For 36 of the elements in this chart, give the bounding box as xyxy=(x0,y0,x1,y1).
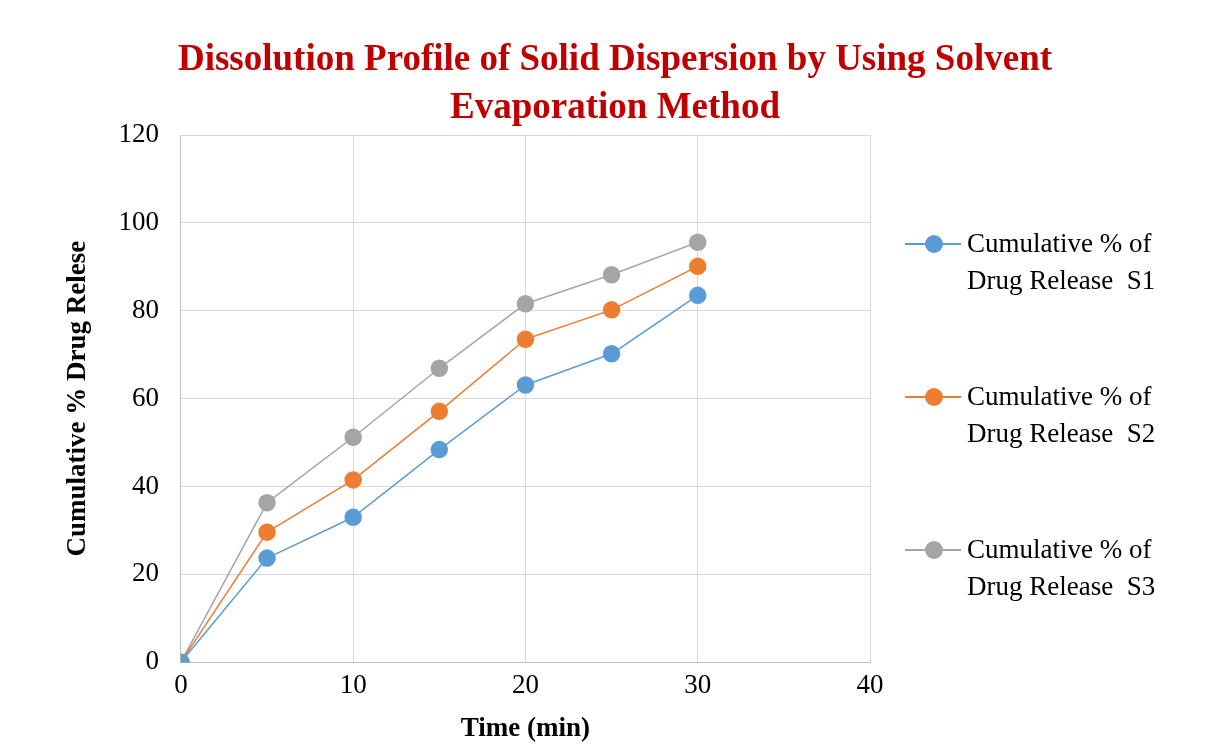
legend-label: Cumulative % of Drug Release S1 xyxy=(967,227,1157,297)
y-tick-label: 80 xyxy=(131,293,159,324)
x-tick-label: 0 xyxy=(174,669,188,700)
point xyxy=(688,286,707,305)
point xyxy=(516,294,535,313)
x-tick-label: 20 xyxy=(511,669,539,700)
point xyxy=(344,508,362,526)
x-tick-label: 10 xyxy=(339,669,367,700)
point xyxy=(688,257,707,276)
point xyxy=(516,330,535,349)
point xyxy=(430,402,449,421)
point xyxy=(602,345,621,363)
point xyxy=(516,376,535,394)
y-tick-label: 0 xyxy=(145,645,159,676)
y-tick-label: 120 xyxy=(118,118,159,149)
point xyxy=(430,359,449,378)
point xyxy=(602,265,621,284)
x-axis-title: Time (min) xyxy=(460,711,591,742)
point xyxy=(344,471,362,489)
point xyxy=(430,440,449,459)
y-tick-label: 60 xyxy=(131,381,159,412)
y-tick-label: 40 xyxy=(131,469,159,500)
y-tick-label: 100 xyxy=(118,205,159,236)
legend-label: Cumulative % of Drug Release S2 xyxy=(967,380,1157,450)
y-axis-title: Cumulative % Drug Relese xyxy=(61,240,92,557)
point xyxy=(258,549,276,567)
point xyxy=(688,233,707,251)
point xyxy=(602,301,621,319)
y-tick-label: 20 xyxy=(131,557,159,588)
point xyxy=(258,523,276,541)
point xyxy=(344,428,362,447)
legend-label: Cumulative % of Drug Release S3 xyxy=(967,533,1157,603)
x-tick-label: 40 xyxy=(856,669,884,700)
point xyxy=(258,493,276,512)
chart-title: Dissolution Profile of Solid Dispersion by Using Solvent Evaporation Method xyxy=(176,36,1054,128)
x-tick-label: 30 xyxy=(684,669,712,700)
